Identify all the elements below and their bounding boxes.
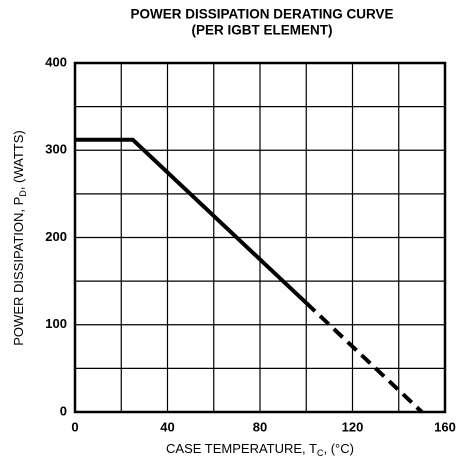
y-tick-label: 300 xyxy=(45,142,67,157)
plot-frame xyxy=(73,61,447,414)
data-line xyxy=(304,301,424,414)
y-tick-label: 100 xyxy=(45,316,67,331)
x-axis-label-part: CASE TEMPERATURE, T xyxy=(166,441,317,456)
x-axis-label-subscript: C xyxy=(317,448,324,458)
data-line xyxy=(75,137,308,305)
y-axis-label: POWER DISSIPATION, PD, (WATTS) xyxy=(11,130,28,345)
x-tick-label: 120 xyxy=(342,419,364,434)
x-axis-label-part: , (°C) xyxy=(324,441,354,456)
chart-title: POWER DISSIPATION DERATING CURVE xyxy=(130,7,393,22)
y-axis-label-part: , (WATTS) xyxy=(11,130,26,190)
x-tick-label: 80 xyxy=(253,419,267,434)
y-tick-label: 200 xyxy=(45,229,67,244)
y-tick-label: 400 xyxy=(45,54,67,69)
x-tick-label: 160 xyxy=(434,419,456,434)
chart-subtitle: (PER IGBT ELEMENT) xyxy=(192,23,333,38)
x-tick-label: 0 xyxy=(71,419,78,434)
x-tick-label: 40 xyxy=(160,419,174,434)
y-tick-label: 0 xyxy=(60,403,67,418)
y-axis-label-subscript: D xyxy=(18,190,28,197)
y-axis-label-part: POWER DISSIPATION, P xyxy=(11,197,26,346)
x-axis-label: CASE TEMPERATURE, TC, (°C) xyxy=(166,441,354,458)
